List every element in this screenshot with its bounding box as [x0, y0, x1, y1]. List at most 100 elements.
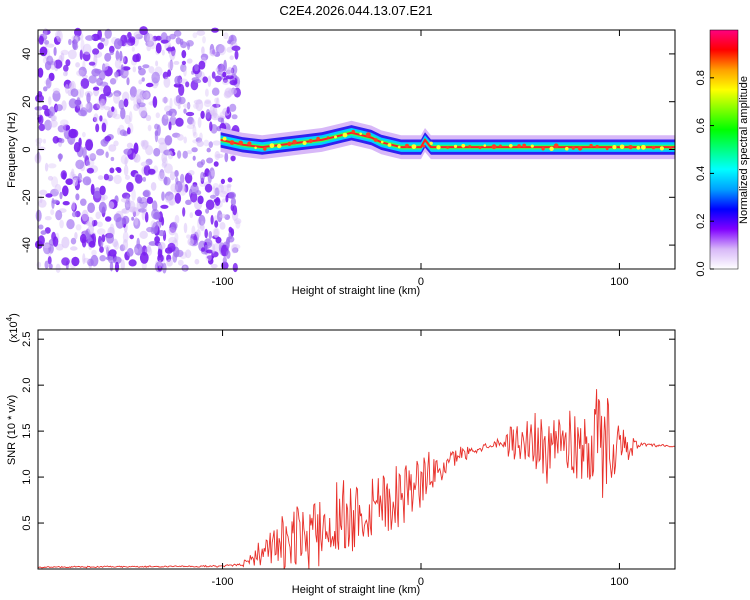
- ridge-speckle: [263, 147, 267, 151]
- snr-multiplier: (x104): [5, 313, 20, 343]
- noise-blob: [88, 75, 97, 84]
- noise-blob: [114, 58, 121, 69]
- noise-blob: [75, 224, 82, 231]
- snr-series-line: [37, 389, 676, 570]
- snr-marks: [37, 389, 676, 570]
- noise-blob: [200, 171, 205, 182]
- noise-blob: [99, 81, 109, 87]
- noise-blob: [59, 191, 63, 200]
- noise-blob: [133, 247, 139, 254]
- noise-blob: [46, 55, 54, 66]
- noise-blob: [113, 90, 122, 97]
- noise-blob: [86, 161, 91, 166]
- noise-blob: [55, 104, 63, 112]
- noise-blob: [180, 173, 185, 184]
- noise-blob: [86, 92, 91, 104]
- noise-blob: [35, 137, 43, 144]
- noise-blob: [190, 192, 198, 203]
- noise-blob: [82, 176, 92, 186]
- noise-blob: [155, 112, 160, 119]
- noise-blob: [162, 97, 169, 104]
- noise-blob: [197, 117, 202, 128]
- noise-blob: [172, 132, 181, 138]
- noise-blob: [44, 40, 50, 45]
- noise-blob: [76, 97, 81, 109]
- noise-blob: [79, 49, 83, 60]
- noise-blob: [204, 228, 208, 239]
- noise-blob: [154, 212, 160, 220]
- noise-blob: [205, 109, 211, 119]
- ridge-speckle: [453, 144, 458, 148]
- noise-blob: [205, 199, 215, 211]
- noise-blob: [92, 116, 97, 123]
- noise-blob: [192, 155, 196, 161]
- noise-blob: [194, 258, 200, 265]
- noise-blob: [126, 127, 131, 135]
- noise-blob: [75, 62, 80, 68]
- ridge-speckle: [491, 144, 497, 150]
- noise-blob: [135, 88, 144, 101]
- noise-blob: [100, 37, 106, 42]
- noise-blob: [121, 215, 130, 225]
- noise-blob: [174, 170, 179, 177]
- noise-blob: [211, 112, 219, 121]
- noise-blob: [231, 45, 241, 52]
- noise-blob: [166, 47, 175, 52]
- noise-blob: [34, 106, 43, 111]
- noise-blob: [173, 30, 182, 37]
- noise-blob: [211, 87, 220, 96]
- noise-blob: [206, 147, 211, 153]
- noise-blob: [184, 172, 193, 184]
- noise-blob: [104, 106, 111, 111]
- noise-blob: [158, 242, 166, 250]
- ridge-speckle: [636, 145, 641, 150]
- noise-blob: [123, 71, 130, 77]
- noise-blob: [113, 113, 121, 120]
- noise-blob: [162, 262, 167, 274]
- noise-blob: [232, 262, 238, 273]
- noise-blob: [132, 66, 137, 73]
- noise-blob: [175, 37, 182, 45]
- noise-blob: [183, 136, 187, 144]
- colorbar-tick-label: 0.4: [695, 166, 707, 181]
- noise-blob: [193, 99, 203, 105]
- noise-blob: [190, 184, 199, 195]
- ridge-speckle: [316, 136, 320, 141]
- noise-blob: [120, 107, 126, 120]
- noise-blob: [180, 41, 188, 49]
- noise-blob: [51, 176, 59, 188]
- noise-blob: [113, 140, 119, 147]
- noise-blob: [55, 243, 64, 251]
- ridge-speckle: [612, 145, 617, 150]
- noise-blob: [115, 50, 120, 61]
- noise-blob: [60, 119, 69, 127]
- noise-blob: [155, 42, 162, 54]
- noise-blob: [82, 51, 91, 62]
- noise-blob: [113, 174, 122, 185]
- noise-blob: [55, 210, 63, 221]
- noise-blob: [158, 230, 166, 237]
- noise-blob: [66, 219, 75, 230]
- noise-blob: [109, 261, 114, 272]
- noise-blob: [186, 150, 193, 155]
- noise-blob: [168, 121, 172, 131]
- noise-blob: [42, 29, 51, 35]
- ridge-speckle: [553, 143, 559, 149]
- noise-blob: [103, 66, 113, 77]
- noise-blob: [93, 103, 100, 111]
- noise-blob: [235, 220, 241, 229]
- ridge-speckle: [595, 144, 599, 149]
- noise-blob: [129, 234, 134, 240]
- noise-blob: [68, 38, 72, 46]
- noise-blob: [228, 226, 233, 233]
- noise-blob: [100, 196, 106, 202]
- noise-blob: [37, 146, 46, 152]
- noise-blob: [220, 178, 225, 185]
- noise-blob: [44, 119, 52, 131]
- noise-blob: [175, 176, 179, 185]
- noise-blob: [227, 177, 233, 183]
- noise-blob: [216, 97, 220, 109]
- noise-blob: [109, 51, 114, 56]
- noise-blob: [185, 81, 190, 88]
- noise-blob: [186, 101, 191, 110]
